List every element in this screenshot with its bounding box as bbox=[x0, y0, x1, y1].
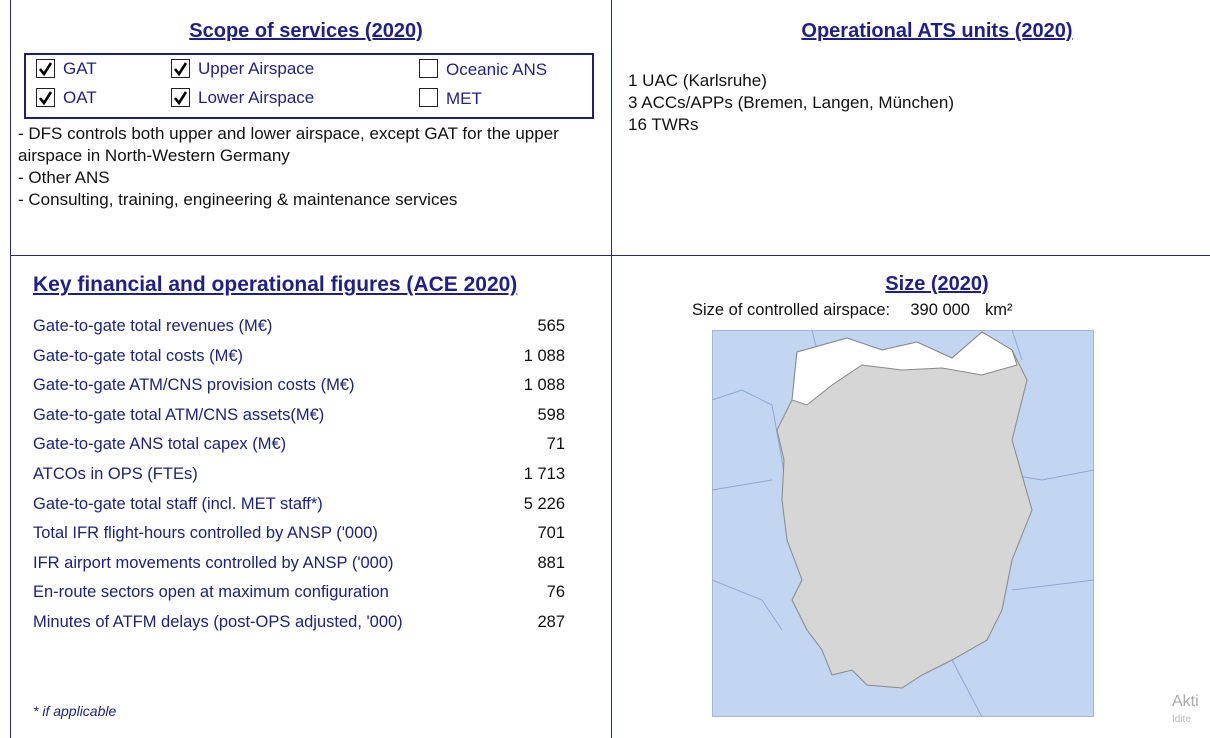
figure-row: Gate-to-gate total costs (M€) 1 088 bbox=[33, 347, 565, 366]
figure-label: Gate-to-gate total ATM/CNS assets(M€) bbox=[33, 405, 325, 424]
checkbox: Upper Airspace bbox=[171, 59, 314, 79]
map bbox=[712, 330, 1094, 717]
figure-label: Total IFR flight-hours controlled by ANS… bbox=[33, 524, 378, 543]
size-unit: km² bbox=[985, 301, 1013, 319]
checkbox-label: OAT bbox=[63, 88, 97, 107]
checkbox-box bbox=[171, 59, 190, 78]
size-value: 390 000 bbox=[910, 301, 970, 319]
section-title: Key financial and operational figures (A… bbox=[33, 273, 518, 296]
figure-value: 565 bbox=[537, 317, 565, 335]
checkbox-frame: GAT Upper Airspace Oceanic ANS OAT Lower Air… bbox=[24, 53, 594, 119]
figure-row: Gate-to-gate total revenues (M€) 565 bbox=[33, 317, 565, 336]
figure-label: Minutes of ATFM delays (post-OPS adjuste… bbox=[33, 613, 403, 631]
footnote: * if applicable bbox=[33, 703, 117, 719]
watermark: Idite bbox=[1172, 714, 1191, 725]
section-title: Size (2020) bbox=[885, 273, 989, 295]
figure-label: Gate-to-gate total staff (incl. MET staf… bbox=[33, 494, 323, 513]
check-mark bbox=[173, 62, 188, 77]
checkbox-label: GAT bbox=[63, 59, 97, 78]
unit-line: 3 ACCs/APPs (Bremen, Langen, München) bbox=[628, 93, 954, 112]
figure-value: 1 713 bbox=[523, 465, 565, 483]
checkbox: GAT bbox=[36, 59, 97, 79]
note: - Other ANS bbox=[18, 168, 110, 187]
figure-label: ATCOs in OPS (FTEs) bbox=[33, 465, 198, 483]
figure-value: 701 bbox=[537, 524, 565, 543]
unit-line: 1 UAC (Karlsruhe) bbox=[628, 71, 767, 90]
checkbox-box bbox=[36, 59, 55, 78]
figure-label: Gate-to-gate ATM/CNS provision costs (M€… bbox=[33, 376, 355, 395]
figure-label: En-route sectors open at maximum configu… bbox=[33, 583, 389, 602]
checkbox-label: Lower Airspace bbox=[198, 88, 315, 107]
section-title: Operational ATS units (2020) bbox=[801, 20, 1073, 42]
checkbox: Lower Airspace bbox=[171, 88, 314, 108]
figure-row: IFR airport movements controlled by ANSP… bbox=[33, 554, 565, 573]
checkbox-box bbox=[36, 88, 55, 107]
figure-value: 287 bbox=[537, 613, 565, 631]
figure-row: Gate-to-gate total ATM/CNS assets(M€) 598 bbox=[33, 406, 565, 425]
figure-label: Gate-to-gate ANS total capex (M€) bbox=[33, 435, 287, 454]
check-mark bbox=[38, 91, 53, 106]
watermark: Akti bbox=[1172, 693, 1199, 710]
checkbox-label: MET bbox=[446, 89, 482, 108]
figure-row: En-route sectors open at maximum configu… bbox=[33, 583, 565, 602]
unit-line: 16 TWRs bbox=[628, 115, 699, 134]
figure-label: Gate-to-gate total revenues (M€) bbox=[33, 317, 273, 335]
checkbox-box bbox=[419, 59, 438, 78]
checkbox-box bbox=[171, 88, 190, 107]
checkbox-label: Upper Airspace bbox=[198, 59, 315, 78]
note: - Consulting, training, engineering & ma… bbox=[18, 190, 458, 209]
divider bbox=[611, 0, 612, 738]
checkbox-box bbox=[419, 88, 438, 107]
figure-value: 76 bbox=[546, 583, 565, 602]
figure-value: 5 226 bbox=[523, 494, 565, 513]
figure-row: ATCOs in OPS (FTEs) 1 713 bbox=[33, 465, 565, 484]
check-mark bbox=[173, 91, 188, 106]
figure-row: Minutes of ATFM delays (post-OPS adjuste… bbox=[33, 613, 565, 632]
excluded-area bbox=[791, 331, 1018, 406]
checkbox: MET bbox=[419, 88, 482, 109]
check-mark bbox=[38, 62, 53, 77]
checkbox-label: Oceanic ANS bbox=[446, 60, 548, 79]
notes: - DFS controls both upper and lower airs… bbox=[18, 123, 583, 211]
units-list: 1 UAC (Karlsruhe) 3 ACCs/APPs (Bremen, La… bbox=[628, 70, 954, 136]
figure-value: 1 088 bbox=[523, 346, 565, 365]
figure-row: Gate-to-gate ANS total capex (M€) 71 bbox=[33, 435, 565, 454]
figure-value: 598 bbox=[537, 405, 565, 424]
divider bbox=[10, 255, 1210, 256]
figure-row: Gate-to-gate ATM/CNS provision costs (M€… bbox=[33, 376, 565, 395]
figure-label: Gate-to-gate total costs (M€) bbox=[33, 346, 243, 365]
checkbox: Oceanic ANS bbox=[419, 59, 547, 80]
size-label: Size of controlled airspace: bbox=[692, 301, 891, 319]
figure-label: IFR airport movements controlled by ANSP… bbox=[33, 553, 394, 572]
figure-value: 1 088 bbox=[523, 376, 565, 395]
figure-row: Gate-to-gate total staff (incl. MET staf… bbox=[33, 495, 565, 514]
figure-value: 71 bbox=[546, 435, 565, 454]
note: - DFS controls both upper and lower airs… bbox=[18, 124, 559, 165]
checkbox: OAT bbox=[36, 88, 97, 108]
section-title: Scope of services (2020) bbox=[189, 20, 423, 42]
border bbox=[10, 0, 11, 738]
figure-row: Total IFR flight-hours controlled by ANS… bbox=[33, 524, 565, 543]
figure-value: 881 bbox=[537, 553, 565, 572]
